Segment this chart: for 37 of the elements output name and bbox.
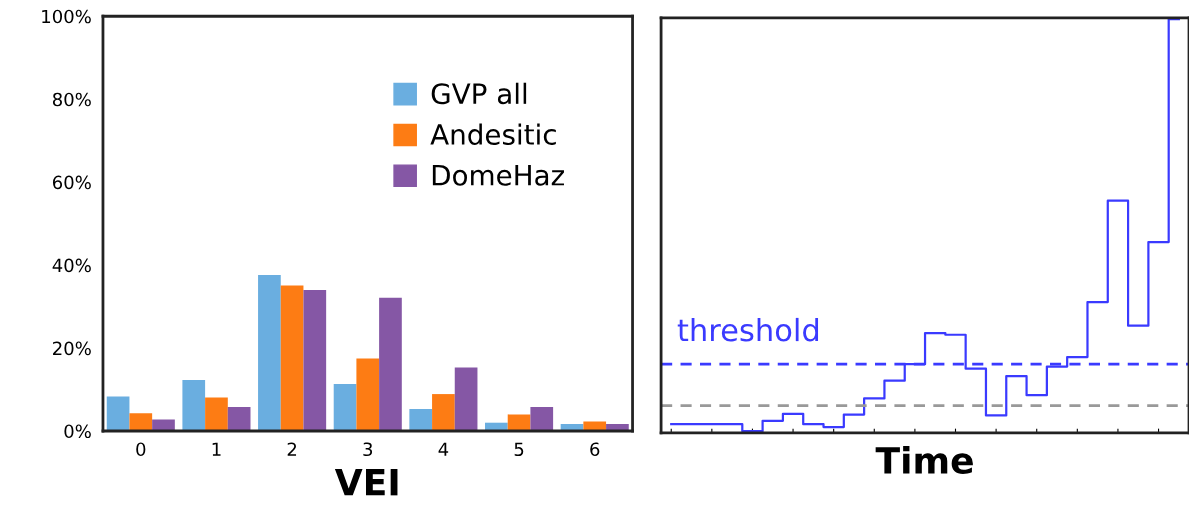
bar (507, 414, 531, 431)
bar (205, 397, 228, 431)
bar (432, 394, 455, 431)
x-tick-label: 4 (438, 442, 449, 456)
x-axis-title: VEI (334, 469, 398, 496)
x-tick-label: 3 (363, 442, 373, 457)
bar (106, 396, 130, 431)
legend-label: DomeHaz (432, 165, 564, 186)
bar (227, 406, 251, 431)
bar (409, 409, 433, 431)
bar (530, 406, 554, 431)
bar (129, 413, 153, 431)
bar (454, 367, 478, 431)
y-tick-label: 40% (52, 258, 91, 273)
x-axis-title: Time (875, 446, 973, 474)
y-tick-label: 60% (52, 175, 91, 190)
legend-label: Andesitic (430, 123, 556, 145)
x-tick-label: 6 (590, 442, 600, 457)
y-tick-label: 80% (52, 92, 91, 107)
y-tick-label: 0% (64, 424, 91, 439)
bar (303, 289, 327, 431)
bar (152, 419, 175, 431)
x-tick-label: 0 (136, 442, 146, 457)
y-tick-label: 20% (53, 341, 91, 356)
bar (583, 421, 607, 431)
legend-label: GVP all (431, 82, 527, 105)
x-tick-label: 5 (514, 442, 524, 457)
ref-line-label: threshold (677, 317, 819, 342)
bar (258, 275, 281, 431)
bar (333, 384, 357, 431)
bar (280, 285, 304, 431)
x-tick-label: 1 (212, 442, 221, 456)
bar (182, 379, 206, 431)
bar (379, 297, 402, 431)
x-tick-label: 2 (287, 442, 297, 456)
y-tick-label: 100% (42, 9, 91, 24)
bar (356, 358, 380, 431)
